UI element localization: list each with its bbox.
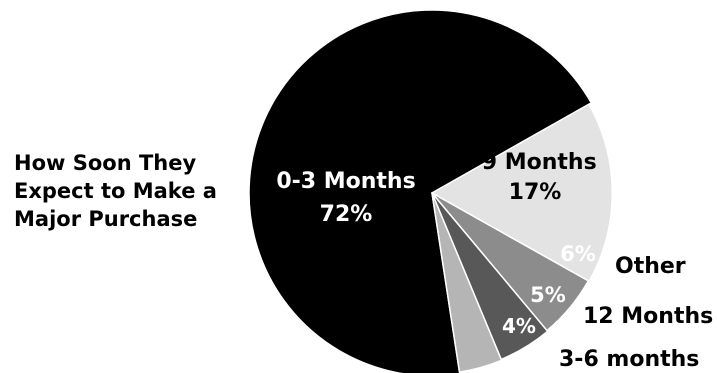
chart-title-line-2: Expect to Make a: [14, 179, 217, 203]
chart-title-line-3: Major Purchase: [14, 207, 198, 231]
pie-slice-6-9-months: [431, 103, 613, 283]
slice-value-12-months: 5%: [530, 283, 566, 307]
slice-value-6-9-months: 17%: [509, 180, 562, 205]
pie-slice-3-6-months: [431, 192, 503, 373]
pie-slices: [248, 9, 613, 373]
pie-labels: 0-3 Months 72% 6-9 Months 17% 6% Other 5% 12 Mo…: [276, 150, 713, 372]
slice-value-3-6-months: 4%: [502, 314, 536, 338]
slice-label-3-6-months: 3-6 months: [559, 347, 699, 372]
chart-title: How Soon They Expect to Make a Major Pur…: [14, 149, 244, 233]
slice-label-12-months: 12 Months: [583, 304, 713, 329]
pie-slice-0-3-months: [248, 9, 593, 373]
slice-label-6-9-months: 6-9 Months: [457, 150, 596, 175]
slice-label-0-3-months: 0-3 Months: [276, 169, 415, 194]
slice-label-other: Other: [615, 254, 686, 279]
chart-title-line-1: How Soon They: [14, 151, 197, 175]
slice-value-0-3-months: 72%: [320, 202, 373, 227]
slice-value-other: 6%: [560, 242, 596, 266]
